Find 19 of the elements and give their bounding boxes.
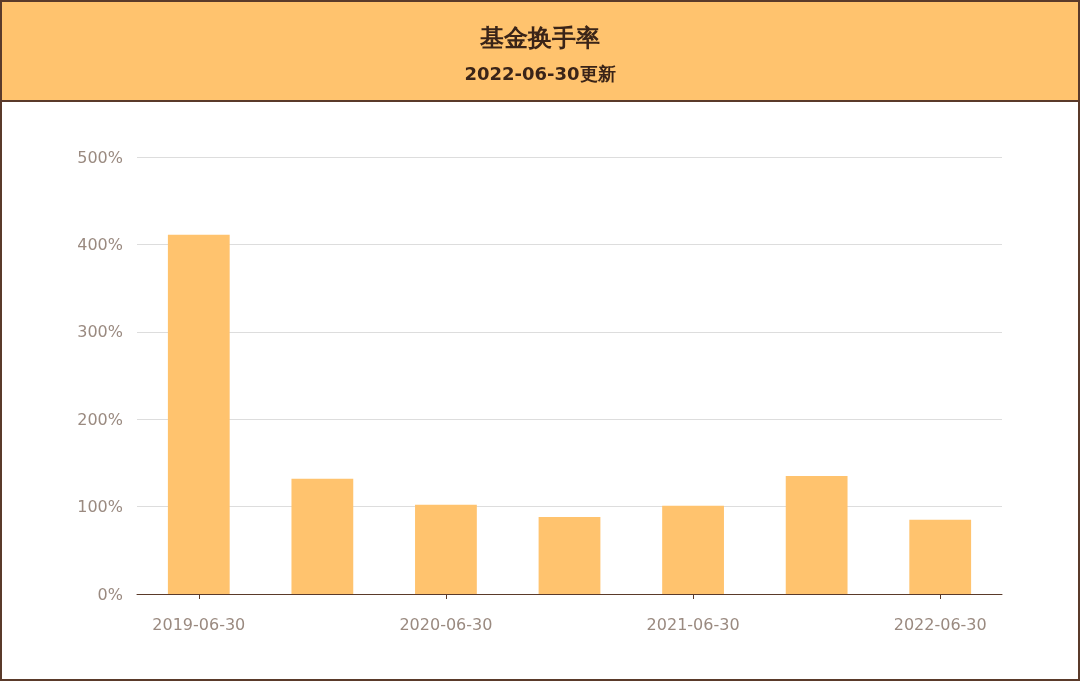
bar [909, 519, 972, 594]
y-tick-label: 400% [77, 234, 123, 254]
bar [662, 505, 724, 594]
chart-title: 基金换手率 [479, 23, 601, 54]
y-tick-label: 500% [77, 147, 123, 167]
bar [291, 478, 354, 594]
bar [415, 504, 477, 594]
x-tick-label: 2022-06-30 [893, 614, 987, 634]
x-tick-label: 2019-06-30 [152, 614, 246, 634]
y-tick-label: 200% [77, 409, 123, 429]
y-tick-label: 300% [77, 322, 123, 342]
bar [785, 476, 848, 594]
x-tick-label: 2021-06-30 [646, 614, 740, 634]
bar [167, 234, 230, 594]
x-tick-label: 2020-06-30 [399, 614, 493, 634]
y-tick-label: 100% [77, 497, 123, 517]
bar [538, 517, 601, 594]
chart-subtitle: 2022-06-30更新 [463, 62, 617, 86]
y-tick-label: 0% [97, 584, 123, 604]
